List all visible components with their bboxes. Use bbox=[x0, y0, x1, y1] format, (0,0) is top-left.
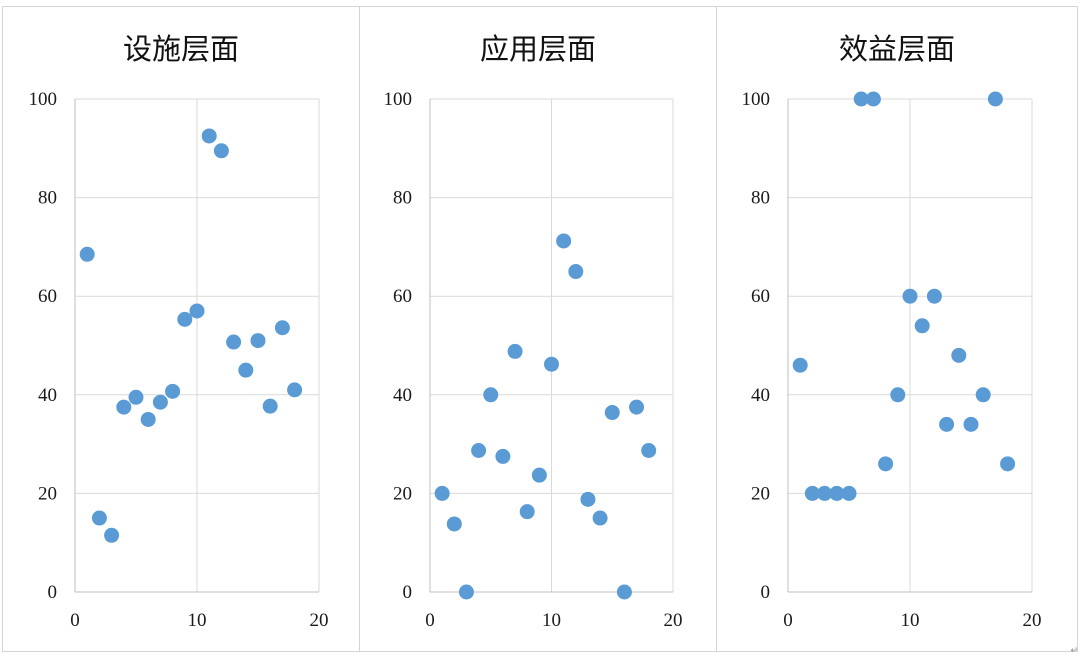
y-tick-label: 20 bbox=[393, 483, 412, 504]
scatter-plot: 0 20 40 60 80 100 0 10 20 bbox=[742, 89, 1042, 631]
data-point bbox=[914, 318, 930, 334]
data-point bbox=[939, 416, 955, 432]
y-tick-label: 60 bbox=[751, 286, 770, 307]
y-tick-label: 40 bbox=[38, 385, 57, 406]
chart-panel-application: 应用层面 0 20 40 60 80 100 0 10 20 bbox=[360, 6, 716, 652]
x-tick-label: 10 bbox=[188, 610, 207, 631]
scatter-plot: 0 20 40 60 80 100 0 10 20 bbox=[384, 89, 683, 631]
x-tick-label: 10 bbox=[542, 610, 561, 631]
data-point bbox=[471, 443, 487, 459]
data-point bbox=[1000, 456, 1016, 472]
data-point bbox=[507, 343, 523, 359]
data-point bbox=[213, 143, 229, 159]
data-point bbox=[544, 356, 559, 372]
data-point bbox=[79, 246, 95, 262]
chart-panel-facility: 设施层面 0 20 40 60 80 100 0 10 20 bbox=[3, 6, 359, 652]
y-tick-label: 100 bbox=[29, 89, 58, 110]
data-point bbox=[975, 387, 991, 403]
data-point bbox=[568, 264, 584, 280]
data-point bbox=[140, 411, 156, 427]
data-point bbox=[556, 233, 572, 249]
data-point bbox=[262, 398, 278, 414]
y-tick-label: 20 bbox=[38, 483, 57, 504]
data-point bbox=[104, 527, 120, 543]
y-tick-label: 80 bbox=[393, 188, 412, 209]
chart-title: 应用层面 bbox=[479, 32, 596, 66]
data-point bbox=[165, 383, 181, 399]
data-point bbox=[890, 387, 906, 403]
y-tick-label: 0 bbox=[48, 582, 58, 603]
data-point bbox=[91, 510, 107, 526]
data-point bbox=[250, 333, 266, 349]
data-point bbox=[951, 347, 967, 363]
y-tick-label: 60 bbox=[393, 286, 412, 307]
data-point bbox=[592, 510, 608, 526]
data-point bbox=[987, 91, 1003, 107]
data-point bbox=[189, 303, 205, 319]
data-point bbox=[152, 394, 168, 410]
y-tick-label: 60 bbox=[38, 286, 57, 307]
data-point bbox=[792, 357, 808, 373]
y-tick-label: 100 bbox=[384, 89, 413, 110]
scatter-plot: 0 20 40 60 80 100 0 10 20 bbox=[29, 89, 329, 631]
corner-mark: ↵ bbox=[1070, 646, 1078, 656]
data-point bbox=[641, 443, 657, 459]
figure-frame bbox=[2, 6, 1078, 652]
chart-title: 设施层面 bbox=[122, 32, 239, 66]
data-point bbox=[116, 399, 132, 415]
data-point bbox=[495, 448, 511, 464]
data-point bbox=[226, 334, 242, 350]
x-tick-label: 20 bbox=[1023, 610, 1042, 631]
data-point bbox=[804, 485, 820, 501]
data-point bbox=[963, 416, 979, 432]
panel-divider bbox=[359, 6, 360, 652]
x-tick-label: 20 bbox=[310, 610, 329, 631]
y-tick-label: 80 bbox=[38, 188, 57, 209]
data-point bbox=[201, 128, 217, 144]
data-point bbox=[177, 311, 193, 327]
data-point bbox=[446, 516, 462, 532]
y-tick-label: 80 bbox=[751, 188, 770, 209]
panel-divider bbox=[716, 6, 717, 652]
data-point bbox=[128, 389, 144, 405]
data-point bbox=[238, 362, 254, 378]
data-point bbox=[878, 456, 894, 472]
data-point bbox=[817, 485, 833, 501]
x-tick-label: 20 bbox=[664, 610, 683, 631]
y-tick-label: 40 bbox=[751, 385, 770, 406]
data-point bbox=[458, 584, 474, 600]
chart-panel-benefit: 效益层面 0 20 40 60 80 100 0 10 20 bbox=[717, 6, 1077, 652]
data-point bbox=[926, 288, 942, 304]
data-point bbox=[580, 491, 596, 507]
x-tick-label: 0 bbox=[425, 610, 435, 631]
data-point bbox=[604, 405, 620, 421]
data-point bbox=[531, 467, 547, 483]
data-point bbox=[629, 399, 645, 415]
x-tick-label: 10 bbox=[901, 610, 920, 631]
data-point bbox=[829, 485, 845, 501]
x-tick-label: 0 bbox=[783, 610, 793, 631]
x-tick-label: 0 bbox=[70, 610, 80, 631]
data-point bbox=[853, 91, 869, 107]
data-point bbox=[434, 485, 450, 501]
y-tick-label: 20 bbox=[751, 483, 770, 504]
y-tick-label: 0 bbox=[403, 582, 413, 603]
y-tick-label: 40 bbox=[393, 385, 412, 406]
data-point bbox=[483, 387, 499, 403]
data-point bbox=[865, 91, 881, 107]
data-point bbox=[902, 288, 918, 304]
data-point bbox=[287, 382, 303, 398]
chart-title: 效益层面 bbox=[838, 32, 955, 66]
y-tick-label: 100 bbox=[742, 89, 771, 110]
y-tick-label: 0 bbox=[761, 582, 771, 603]
data-point bbox=[616, 584, 632, 600]
data-point bbox=[841, 485, 857, 501]
data-point bbox=[519, 504, 535, 520]
data-point bbox=[274, 320, 290, 336]
